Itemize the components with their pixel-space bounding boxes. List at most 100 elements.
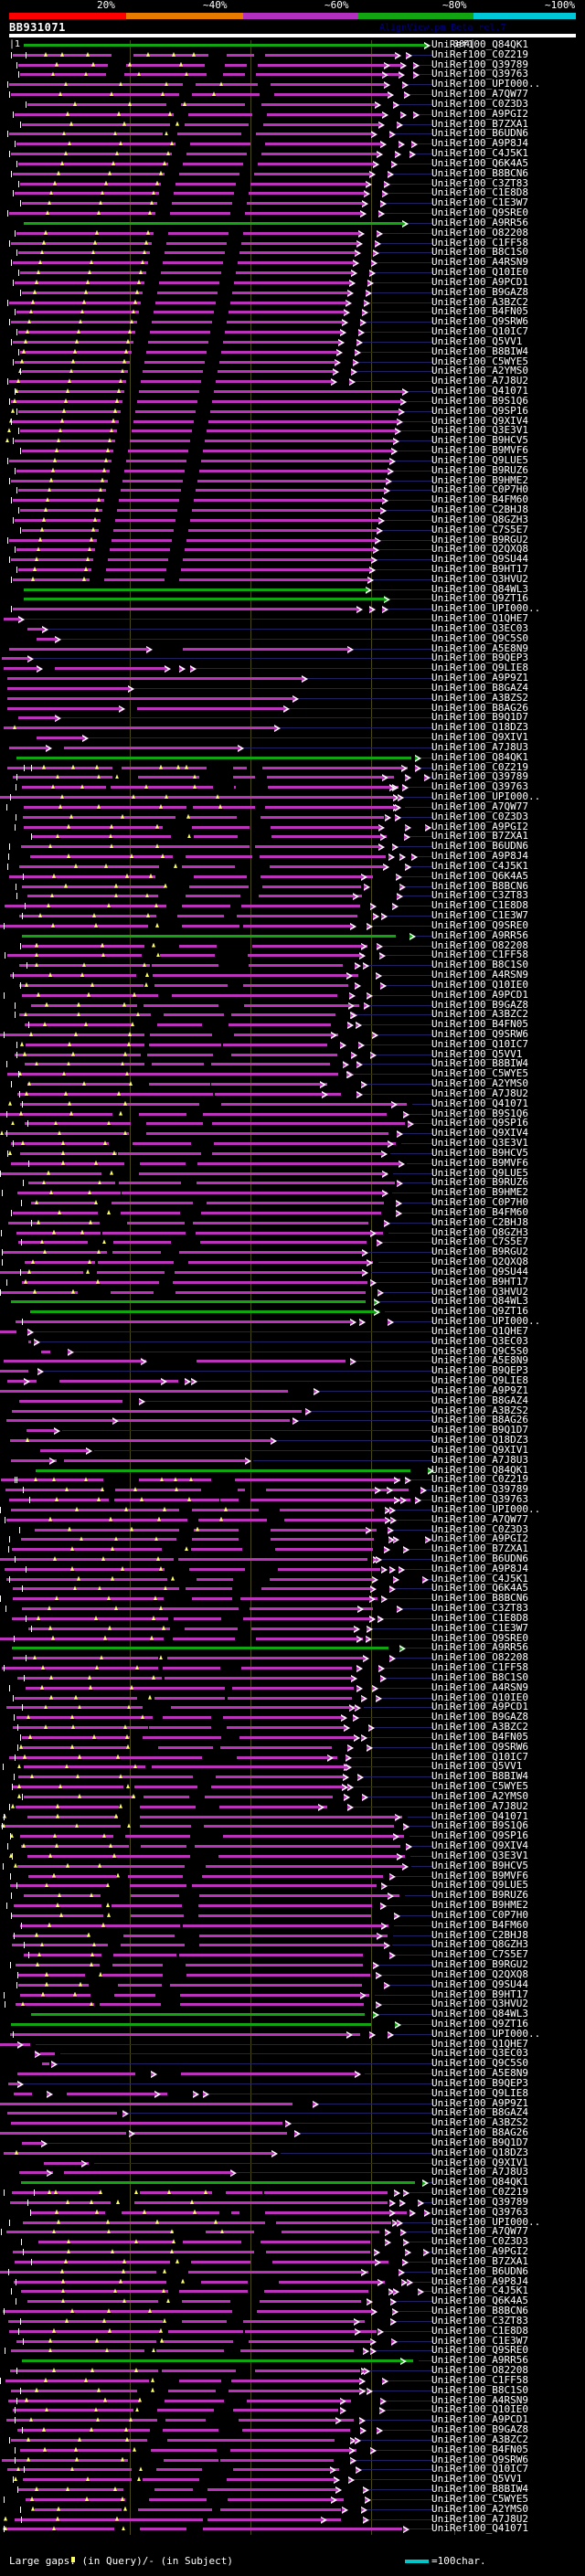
hit-id-label[interactable]: UniRef100_Q3EC03 <box>431 621 528 634</box>
hit-id-label[interactable]: UniRef100_B8AG26 <box>431 1414 528 1426</box>
hsp-segment[interactable] <box>223 1043 327 1046</box>
hsp-segment[interactable] <box>40 1448 89 1452</box>
alignment-row[interactable]: UniRef100_Q39763 <box>0 69 585 80</box>
hit-id-label[interactable]: UniRef100_B9MVF6 <box>431 1869 528 1882</box>
hit-id-label[interactable]: UniRef100_B8BIW4 <box>431 345 528 357</box>
alignment-row[interactable]: UniRef100_Q9ZT16 <box>0 1306 585 1317</box>
alignment-row[interactable]: UniRef100_Q10IC7 <box>0 1039 585 1050</box>
alignment-row[interactable]: UniRef100_A4RSN9 <box>0 2395 585 2406</box>
alignment-row[interactable]: UniRef100_A9P9Z1 <box>0 2098 585 2109</box>
hsp-segment[interactable] <box>167 2438 229 2442</box>
hsp-segment[interactable] <box>113 1954 176 1957</box>
hsp-segment[interactable] <box>170 212 230 216</box>
hsp-segment[interactable] <box>265 143 380 146</box>
hsp-segment[interactable] <box>27 1429 57 1433</box>
hit-id-label[interactable]: UniRef100_A9PCD1 <box>431 988 528 1001</box>
hit-id-label[interactable]: UniRef100_C2BHJ8 <box>431 1928 528 1941</box>
hit-id-label[interactable]: UniRef100_B9Q1D7 <box>431 1424 528 1436</box>
hsp-segment[interactable] <box>193 805 255 809</box>
hsp-segment[interactable] <box>16 231 154 235</box>
hit-id-label[interactable]: UniRef100_B9QEP3 <box>431 1364 528 1377</box>
alignment-row[interactable]: UniRef100_Q9SRW6 <box>0 1742 585 1753</box>
hit-id-label[interactable]: UniRef100_Q3E3V1 <box>431 424 528 437</box>
hit-id-label[interactable]: UniRef100_C4J5K1 <box>431 1572 528 1585</box>
hsp-segment[interactable] <box>244 2270 368 2274</box>
hsp-segment[interactable] <box>9 301 141 304</box>
hsp-segment[interactable] <box>13 1587 179 1591</box>
hsp-segment[interactable] <box>248 954 364 958</box>
alignment-row[interactable]: UniRef100_B6UDN6 <box>0 128 585 139</box>
alignment-row[interactable]: UniRef100_C1FF58 <box>0 949 585 960</box>
hsp-segment[interactable] <box>227 321 342 324</box>
hit-id-label[interactable]: UniRef100_B8C1S0 <box>431 246 528 259</box>
hsp-segment[interactable] <box>13 172 165 175</box>
hit-id-label[interactable]: UniRef100_Q3HVU2 <box>431 1998 528 2010</box>
alignment-row[interactable]: UniRef100_Q6K4A5 <box>0 1583 585 1594</box>
hsp-segment[interactable] <box>194 875 247 878</box>
hsp-segment[interactable] <box>271 1538 374 1542</box>
hsp-segment[interactable] <box>154 2488 193 2491</box>
hit-id-label[interactable]: UniRef100_B4FM60 <box>431 1918 528 1931</box>
hit-id-label[interactable]: UniRef100_B6UDN6 <box>431 840 528 853</box>
alignment-row[interactable]: UniRef100_C7S5E7 <box>0 525 585 535</box>
alignment-row[interactable]: UniRef100_Q3E3V1 <box>0 1849 585 1861</box>
alignment-row[interactable]: UniRef100_C1E3W7 <box>0 1623 585 1634</box>
hit-id-label[interactable]: UniRef100_Q39763 <box>431 1493 528 1505</box>
hsp-segment[interactable] <box>162 2369 236 2373</box>
hsp-segment[interactable] <box>14 2092 32 2095</box>
hsp-segment[interactable] <box>232 291 347 294</box>
hit-id-label[interactable]: UniRef100_Q3HVU2 <box>431 1285 528 1298</box>
alignment-row[interactable]: UniRef100_C2BHJ8 <box>0 1217 585 1228</box>
hsp-segment[interactable] <box>221 350 336 354</box>
hsp-segment[interactable] <box>102 1973 163 1977</box>
hsp-segment[interactable] <box>183 2251 254 2254</box>
hsp-segment[interactable] <box>192 1884 377 1888</box>
hsp-segment[interactable] <box>160 954 215 958</box>
hsp-segment[interactable] <box>181 102 245 106</box>
hsp-segment[interactable] <box>260 2300 361 2304</box>
hsp-segment[interactable] <box>227 2478 334 2482</box>
hsp-segment[interactable] <box>249 192 364 196</box>
hsp-segment[interactable] <box>186 1973 370 1977</box>
hit-id-label[interactable]: UniRef100_B8C1S0 <box>431 1670 528 1683</box>
hsp-segment[interactable] <box>197 1171 388 1175</box>
hsp-segment[interactable] <box>24 1894 101 1898</box>
hsp-segment[interactable] <box>55 667 165 671</box>
alignment-row[interactable]: UniRef100_B9HCV5 <box>0 1860 585 1871</box>
hsp-segment[interactable] <box>9 746 46 749</box>
hsp-segment[interactable] <box>188 528 377 532</box>
hsp-segment[interactable] <box>100 2003 161 2007</box>
hsp-segment[interactable] <box>188 2270 254 2274</box>
hsp-segment[interactable] <box>251 1627 358 1630</box>
hsp-segment[interactable] <box>215 1092 341 1096</box>
alignment-row[interactable]: UniRef100_Q9SRE0 <box>0 1633 585 1644</box>
hsp-segment[interactable] <box>172 202 232 206</box>
alignment-row[interactable]: UniRef100_Q3E3V1 <box>0 424 585 437</box>
hsp-segment[interactable] <box>218 370 333 374</box>
hsp-segment[interactable] <box>211 1786 346 1789</box>
alignment-row[interactable]: UniRef100_C5WYE5 <box>0 1068 585 1079</box>
hsp-segment[interactable] <box>258 162 373 165</box>
hsp-segment[interactable] <box>0 1270 83 1274</box>
hsp-segment[interactable] <box>22 786 106 790</box>
alignment-row[interactable]: UniRef100_B8BCN6 <box>0 2306 585 2316</box>
hsp-segment[interactable] <box>18 162 168 165</box>
hsp-segment[interactable] <box>201 2280 248 2284</box>
hit-id-label[interactable]: UniRef100_Q10IE0 <box>431 978 528 991</box>
alignment-row[interactable]: UniRef100_A9P8J4 <box>0 138 585 149</box>
hsp-segment[interactable] <box>15 2260 170 2263</box>
hit-id-label[interactable]: UniRef100_B8GAZ4 <box>431 1394 528 1406</box>
hit-id-label[interactable]: UniRef100_B7ZXA1 <box>431 1542 528 1555</box>
hsp-segment[interactable] <box>149 1726 211 1730</box>
hsp-segment[interactable] <box>38 2241 174 2244</box>
alignment-row[interactable]: UniRef100_C1E8D8 <box>0 1613 585 1624</box>
hsp-segment[interactable] <box>119 499 179 503</box>
alignment-row[interactable]: UniRef100_B8BIW4 <box>0 1058 585 1069</box>
hsp-segment[interactable] <box>16 2003 94 2007</box>
hit-id-label[interactable]: UniRef100_Q3E3V1 <box>431 1849 528 1861</box>
hit-id-label[interactable]: UniRef100_Q9SRE0 <box>431 918 528 931</box>
hit-id-label[interactable]: UniRef100_B9QEP3 <box>431 2076 528 2089</box>
hsp-segment[interactable] <box>13 419 119 423</box>
hsp-segment[interactable] <box>20 1993 90 1997</box>
hsp-segment[interactable] <box>22 370 128 374</box>
